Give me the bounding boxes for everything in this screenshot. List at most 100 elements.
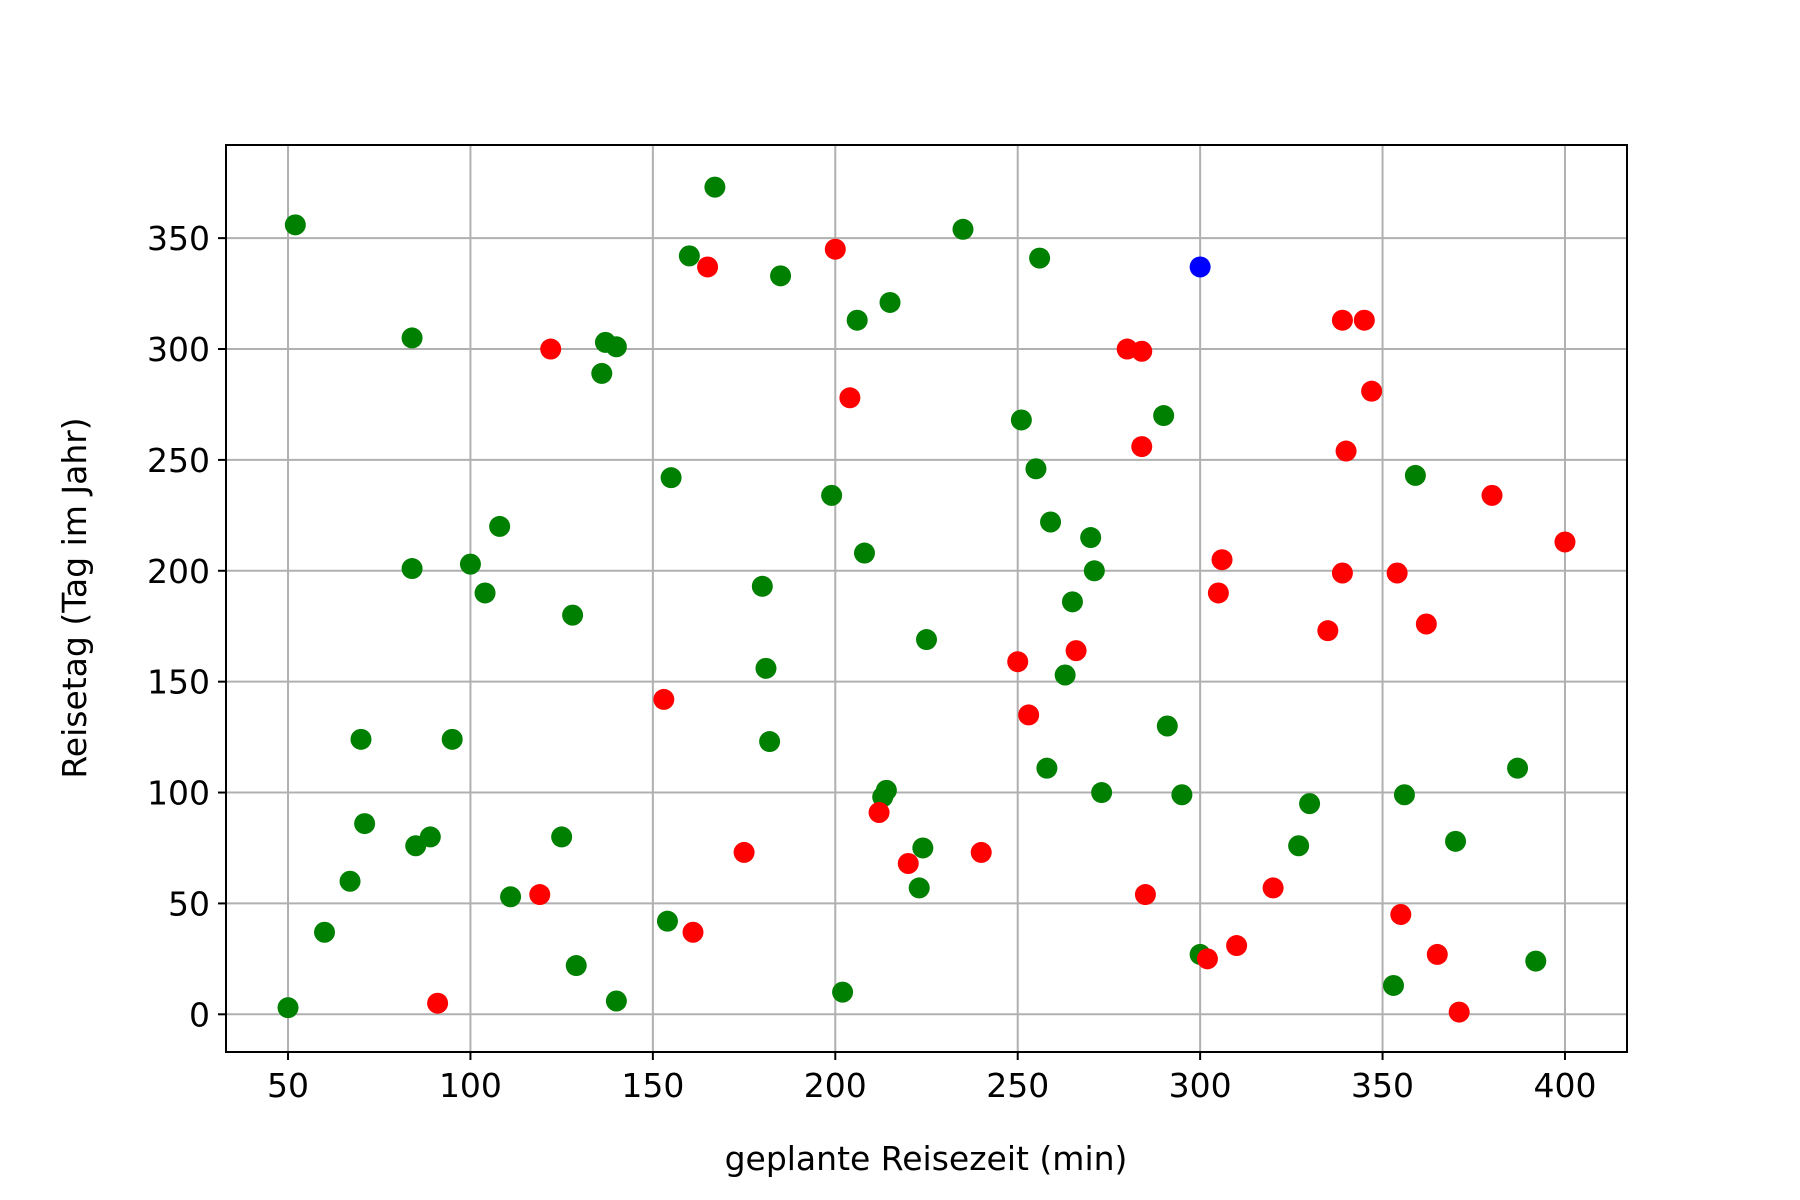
red-data-point <box>1131 436 1153 458</box>
red-data-point <box>1554 531 1576 553</box>
green-data-point <box>770 265 792 287</box>
red-data-point <box>1481 484 1503 506</box>
green-data-point <box>846 309 868 331</box>
green-data-point <box>459 553 481 575</box>
red-data-point <box>529 884 551 906</box>
red-data-point <box>427 992 449 1014</box>
red-data-point <box>1415 613 1437 635</box>
red-data-point <box>1361 380 1383 402</box>
green-data-point <box>1091 782 1113 804</box>
green-data-point <box>908 877 930 899</box>
red-data-point <box>1426 943 1448 965</box>
green-data-point <box>1525 950 1547 972</box>
green-data-point <box>551 826 573 848</box>
green-data-point <box>1288 835 1310 857</box>
green-data-point <box>605 990 627 1012</box>
y-axis-label: Reisetag (Tag im Jahr) <box>55 417 94 778</box>
data-points <box>277 176 1576 1023</box>
x-tick-label: 150 <box>621 1066 684 1105</box>
green-data-point <box>952 218 974 240</box>
green-data-point <box>605 336 627 358</box>
plot-frame <box>225 144 1628 1053</box>
blue-data-point <box>1189 256 1211 278</box>
green-data-point <box>562 604 584 626</box>
green-data-point <box>853 542 875 564</box>
red-data-point <box>839 387 861 409</box>
green-data-point <box>277 997 299 1019</box>
green-data-point <box>1507 757 1529 779</box>
green-data-point <box>821 484 843 506</box>
red-data-point <box>1065 640 1087 662</box>
x-tick-label: 250 <box>986 1066 1049 1105</box>
red-data-point <box>1353 309 1375 331</box>
green-data-point <box>591 362 613 384</box>
green-data-point <box>1393 784 1415 806</box>
red-data-point <box>1335 440 1357 462</box>
green-data-point <box>500 886 522 908</box>
green-data-point <box>489 515 511 537</box>
red-data-point <box>1131 340 1153 362</box>
red-data-point <box>1331 309 1353 331</box>
green-data-point <box>1061 591 1083 613</box>
green-data-point <box>1025 458 1047 480</box>
green-data-point <box>419 826 441 848</box>
red-data-point <box>824 238 846 260</box>
axis-ticks: 50 100 150 200 250 300 350 400 0 50 100 150 200 250 30… <box>147 219 1596 1105</box>
grid <box>226 145 1627 1052</box>
red-data-point <box>682 921 704 943</box>
green-data-point <box>284 214 306 236</box>
x-tick-label: 100 <box>439 1066 502 1105</box>
y-tick-label: 250 <box>147 441 210 480</box>
y-tick-label: 350 <box>147 219 210 258</box>
green-data-point <box>1036 757 1058 779</box>
green-data-point <box>704 176 726 198</box>
green-data-point <box>656 910 678 932</box>
red-data-point <box>540 338 562 360</box>
red-data-point <box>653 688 675 710</box>
red-data-point <box>1134 884 1156 906</box>
green-data-point <box>441 728 463 750</box>
red-data-point <box>970 841 992 863</box>
x-tick-label: 300 <box>1169 1066 1232 1105</box>
red-data-point <box>1207 582 1229 604</box>
red-data-point <box>1317 620 1339 642</box>
red-data-point <box>1390 904 1412 926</box>
green-data-point <box>1040 511 1062 533</box>
red-data-point <box>1196 948 1218 970</box>
green-data-point <box>474 582 496 604</box>
green-data-point <box>1153 405 1175 427</box>
red-data-point <box>1262 877 1284 899</box>
y-tick-label: 150 <box>147 663 210 702</box>
green-data-point <box>678 245 700 267</box>
x-tick-label: 400 <box>1533 1066 1596 1105</box>
red-data-point <box>1018 704 1040 726</box>
green-data-point <box>1010 409 1032 431</box>
green-data-point <box>916 629 937 651</box>
green-data-point <box>1383 974 1404 996</box>
green-data-point <box>660 467 682 489</box>
green-data-point <box>401 327 423 349</box>
x-tick-label: 350 <box>1351 1066 1414 1105</box>
red-data-point <box>1226 935 1248 957</box>
green-data-point <box>565 955 587 977</box>
green-data-point <box>1083 560 1105 582</box>
green-data-point <box>1171 784 1193 806</box>
y-tick-label: 100 <box>147 774 210 813</box>
x-tick-label: 200 <box>804 1066 867 1105</box>
green-data-point <box>1029 247 1051 269</box>
green-data-point <box>1054 664 1076 686</box>
green-data-point <box>1080 527 1102 549</box>
green-data-point <box>354 813 376 835</box>
green-data-point <box>1445 830 1467 852</box>
red-data-point <box>697 256 719 278</box>
y-tick-label: 0 <box>189 995 210 1034</box>
green-data-point <box>912 837 934 859</box>
green-data-point <box>832 981 854 1003</box>
red-data-point <box>1211 549 1233 571</box>
red-data-point <box>733 841 755 863</box>
green-data-point <box>314 921 336 943</box>
green-data-point <box>759 731 781 753</box>
red-data-point <box>1386 562 1408 584</box>
red-data-point <box>868 801 890 823</box>
red-data-point <box>897 853 919 875</box>
